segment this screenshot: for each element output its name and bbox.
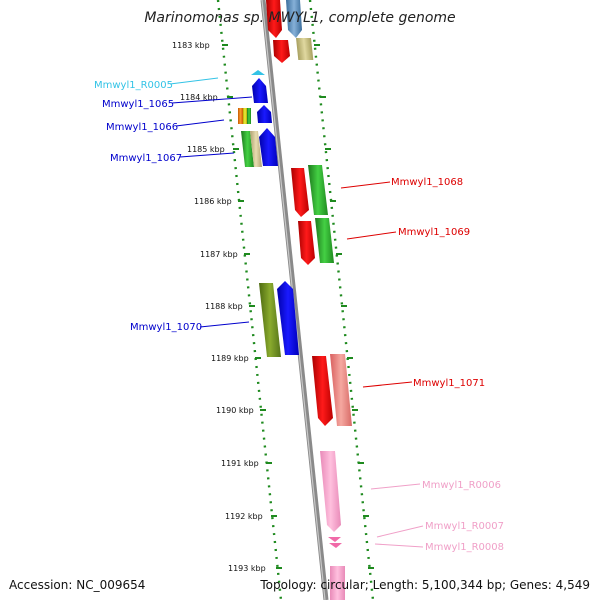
- gene-label-1066[interactable]: Mmwyl1_1066: [106, 122, 178, 133]
- gene-labels: Mmwyl1_R0005 Mmwyl1_1065 Mmwyl1_1066 Mmw…: [94, 80, 504, 553]
- gene-arrow-mmwyl1-1065[interactable]: [252, 78, 268, 103]
- leader-line-r0007: [376, 525, 424, 538]
- leader-line-1069: [346, 231, 397, 240]
- gene-features: [238, 0, 352, 600]
- ruler-label: 1186 kbp: [194, 197, 232, 206]
- gene-block-olive[interactable]: [259, 283, 281, 357]
- gene-block-yellow[interactable]: [243, 108, 247, 124]
- leader-line-1067: [179, 152, 235, 158]
- ruler-label: 1183 kbp: [172, 41, 210, 50]
- gene-label-1069[interactable]: Mmwyl1_1069: [398, 227, 470, 238]
- gene-arrow-red-reverse[interactable]: [266, 0, 282, 38]
- leader-line-1070: [199, 321, 250, 328]
- gene-label-1067[interactable]: Mmwyl1_1067: [110, 153, 182, 164]
- map-title: Marinomonas sp. MWYL1, complete genome: [144, 10, 456, 26]
- leader-lines: [169, 77, 424, 548]
- ruler-label: 1191 kbp: [221, 459, 259, 468]
- gene-arrow-trna-r0006[interactable]: [320, 451, 341, 532]
- gene-block-orange[interactable]: [238, 108, 243, 124]
- ruler-label: 1187 kbp: [200, 250, 238, 259]
- leader-line-1068: [340, 181, 391, 189]
- right-track-boundary: [308, 0, 375, 600]
- gene-block-green[interactable]: [241, 131, 254, 167]
- gene-block-tan[interactable]: [250, 131, 262, 167]
- gene-label-1070[interactable]: Mmwyl1_1070: [130, 322, 202, 333]
- gene-label-1071[interactable]: Mmwyl1_1071: [413, 378, 485, 389]
- gene-arrow-trna-r0008[interactable]: [329, 543, 342, 548]
- gene-label-r0005[interactable]: Mmwyl1_R0005: [94, 80, 173, 91]
- leader-line-1065: [171, 96, 253, 104]
- gene-arrow-mmwyl1-1069-red[interactable]: [298, 221, 315, 265]
- ruler-label: 1188 kbp: [205, 302, 243, 311]
- leader-line-r0008: [374, 543, 424, 548]
- ruler-label: 1192 kbp: [225, 512, 263, 521]
- gene-label-r0006[interactable]: Mmwyl1_R0006: [422, 480, 501, 491]
- gene-label-r0007[interactable]: Mmwyl1_R0007: [425, 521, 504, 532]
- gene-arrow-mmwyl1-1068-red[interactable]: [291, 168, 309, 217]
- ruler-ticks: [222, 44, 374, 569]
- leader-line-r0005: [169, 77, 219, 85]
- gene-arrow-mmwyl1-1071-red[interactable]: [312, 356, 333, 426]
- gene-arrow-trna-r0007[interactable]: [328, 537, 341, 542]
- gene-arrow-red-reverse[interactable]: [273, 40, 290, 63]
- gene-block-khaki[interactable]: [295, 38, 314, 60]
- gene-block-green-small[interactable]: [247, 108, 251, 124]
- ruler-label: 1189 kbp: [211, 354, 249, 363]
- leader-line-1071: [362, 381, 413, 388]
- gene-arrow-steel-reverse[interactable]: [286, 0, 302, 38]
- topology-label: Topology: circular; Length: 5,100,344 bp…: [260, 578, 590, 592]
- gene-arrow-mmwyl1-1066[interactable]: [257, 105, 272, 123]
- ruler-label: 1190 kbp: [216, 406, 254, 415]
- gene-block-mmwyl1-1069-green[interactable]: [315, 218, 334, 263]
- gene-arrow-mmwyl1-1067[interactable]: [259, 128, 278, 166]
- gene-block-mmwyl1-1068-green[interactable]: [308, 165, 328, 215]
- gene-label-1065[interactable]: Mmwyl1_1065: [102, 99, 174, 110]
- ruler-label: 1193 kbp: [228, 564, 266, 573]
- ruler-labels: 1183 kbp 1184 kbp 1185 kbp 1186 kbp 1187…: [172, 41, 266, 573]
- gene-label-1068[interactable]: Mmwyl1_1068: [391, 177, 463, 188]
- gene-arrow-trna-r0005[interactable]: [251, 70, 265, 75]
- accession-label: Accession: NC_009654: [9, 578, 146, 592]
- ruler-label: 1184 kbp: [180, 93, 218, 102]
- gene-arrow-mmwyl1-1070[interactable]: [277, 281, 299, 355]
- gene-label-r0008[interactable]: Mmwyl1_R0008: [425, 542, 504, 553]
- leader-line-1066: [175, 119, 225, 127]
- gene-block-mmwyl1-1071-salmon[interactable]: [330, 354, 352, 426]
- gene-block-pink-bottom[interactable]: [330, 566, 345, 600]
- leader-line-r0006: [370, 483, 421, 490]
- genome-backbone: [260, 0, 329, 600]
- ruler-label: 1185 kbp: [187, 145, 225, 154]
